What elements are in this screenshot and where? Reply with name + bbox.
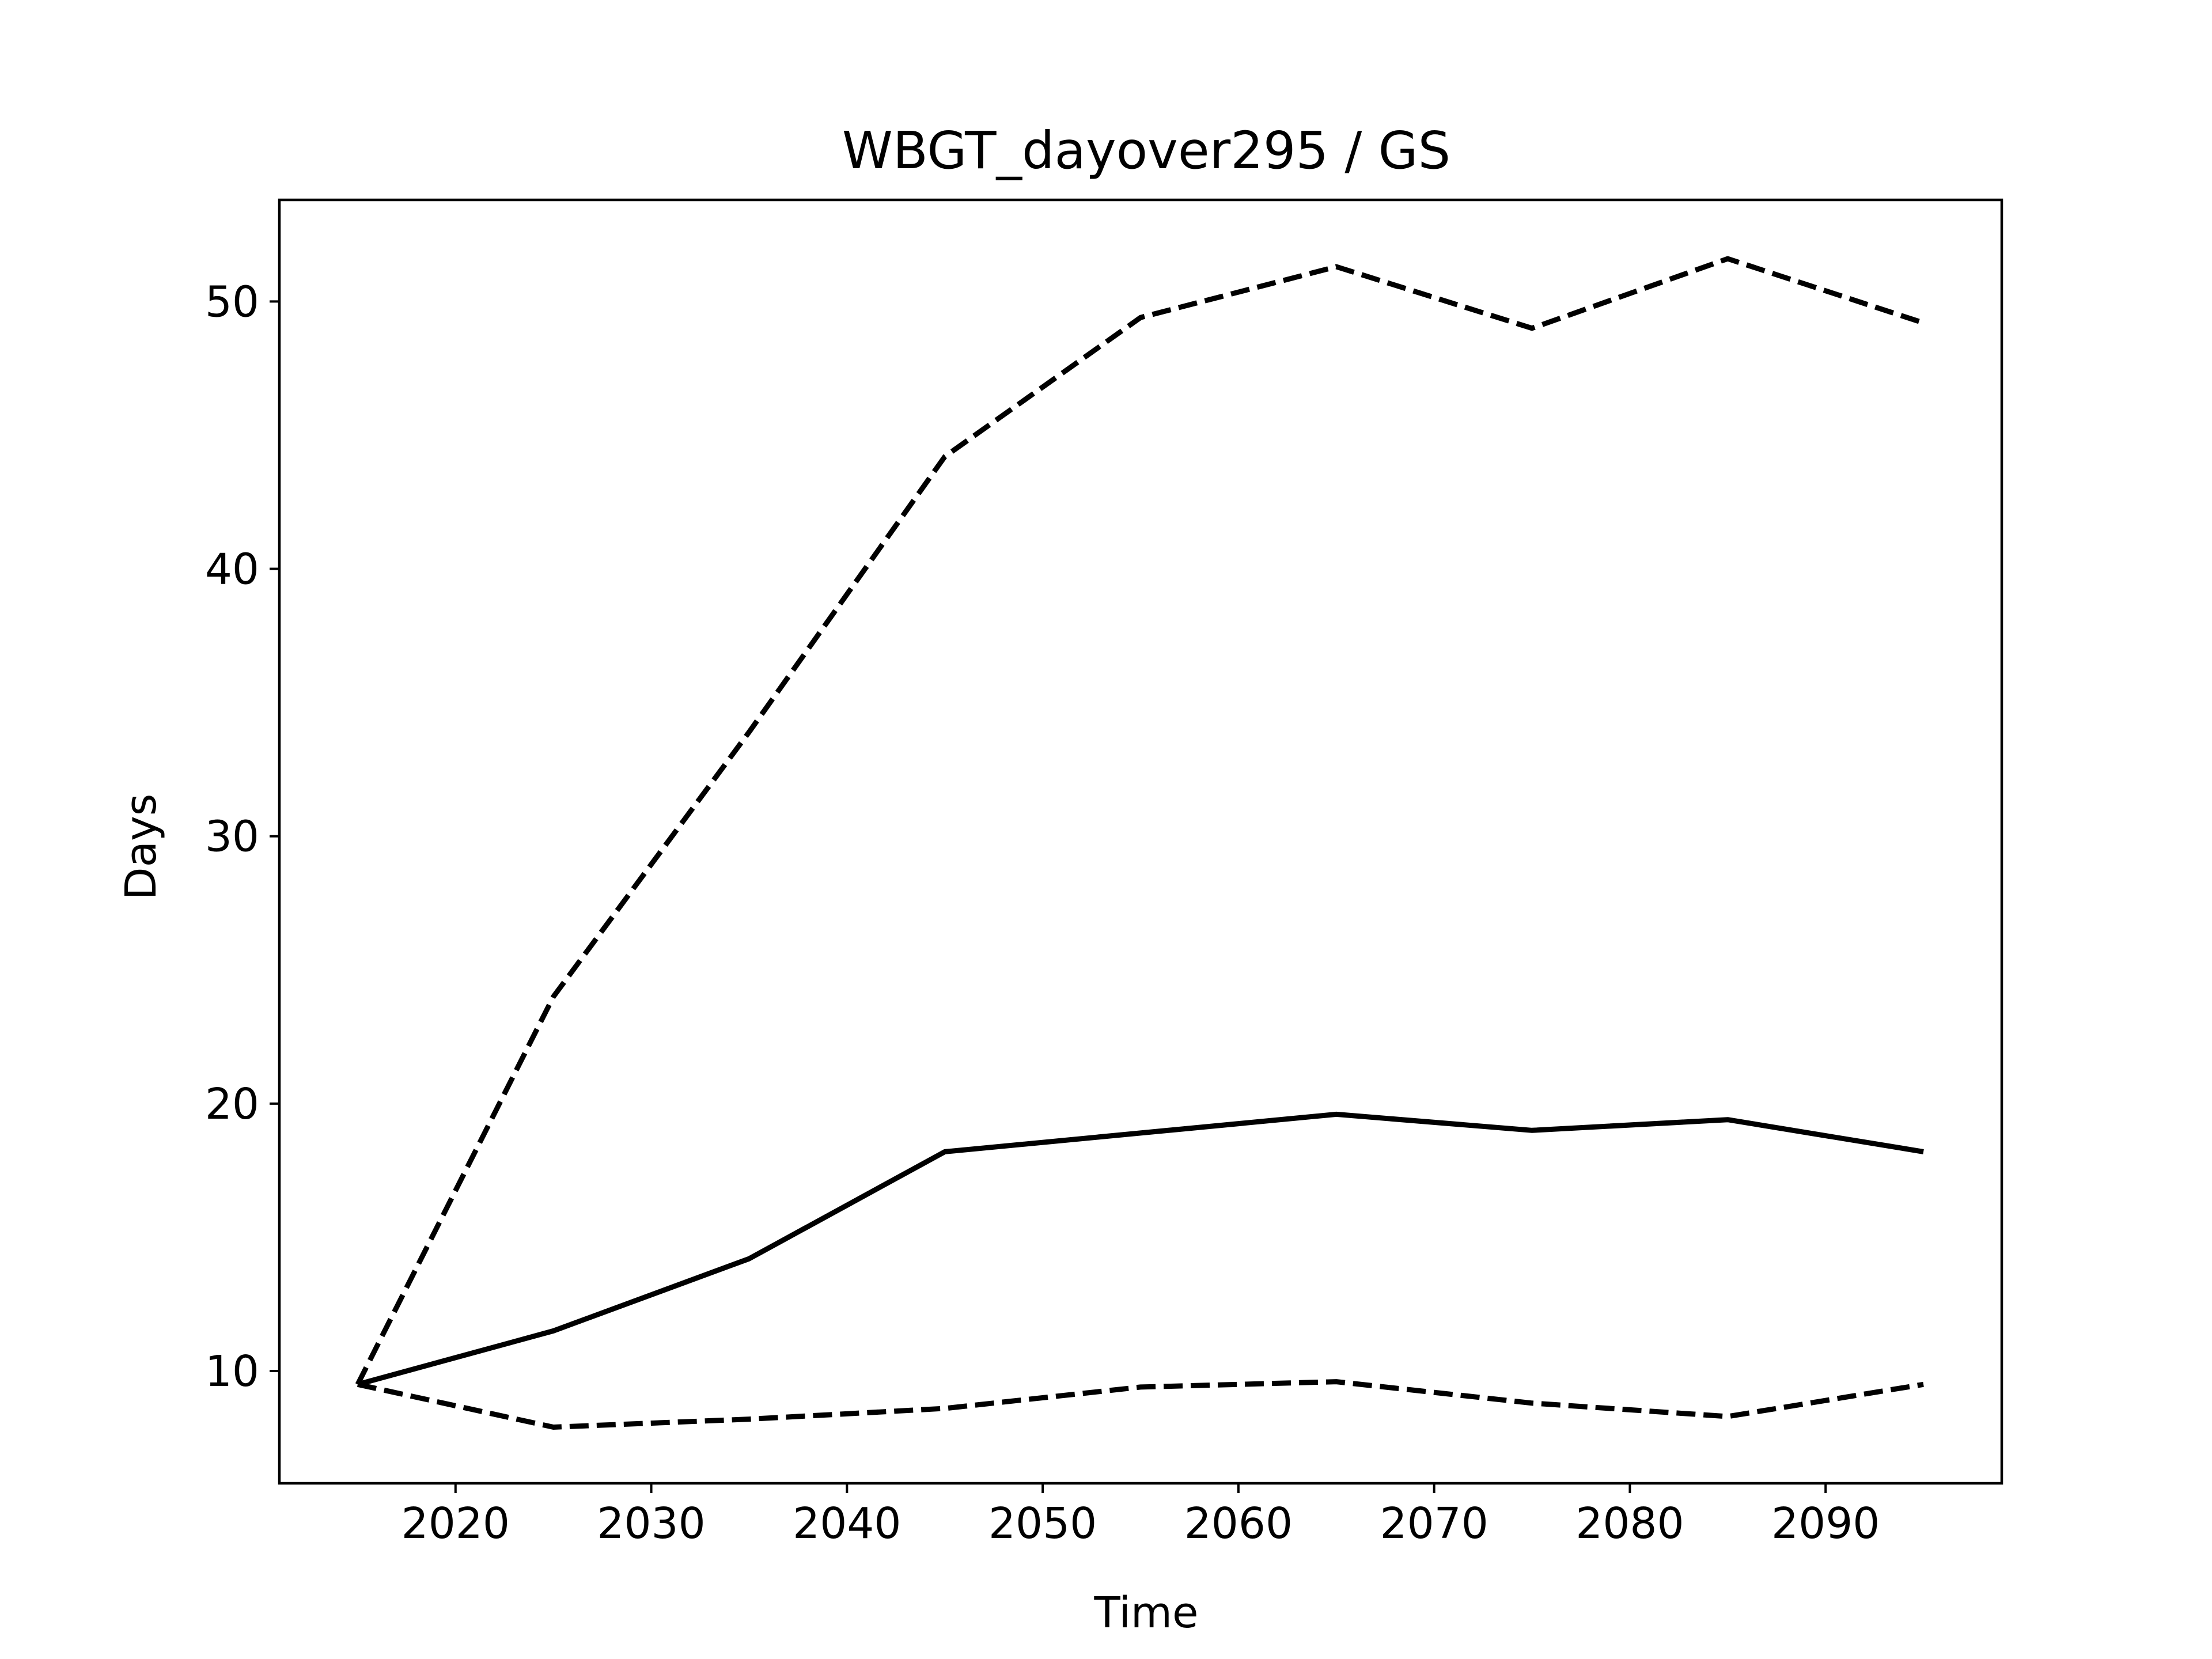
x-tick-label: 2090 xyxy=(1771,1499,1880,1548)
y-tick-label: 20 xyxy=(205,1080,259,1129)
plot-area xyxy=(355,256,1925,1430)
x-tick-label: 2060 xyxy=(1184,1499,1293,1548)
x-tick-label: 2080 xyxy=(1575,1499,1684,1548)
x-tick-label: 2070 xyxy=(1380,1499,1488,1548)
x-tick-label: 2020 xyxy=(402,1499,510,1548)
series-line-2 xyxy=(357,1111,1924,1387)
series-line-3 xyxy=(357,1379,1924,1430)
y-tick-label: 10 xyxy=(205,1347,259,1396)
plot-frame xyxy=(278,198,2003,1485)
series-line-1 xyxy=(355,256,1925,1386)
x-tick-label: 2050 xyxy=(988,1499,1097,1548)
x-axis-label: Time xyxy=(1093,1588,1198,1638)
x-tick-label: 2030 xyxy=(597,1499,705,1548)
y-tick-label: 40 xyxy=(205,545,259,594)
x-tick-label: 2040 xyxy=(793,1499,901,1548)
y-tick-label: 50 xyxy=(205,277,259,327)
chart-title: WBGT_dayover295 / GS xyxy=(842,120,1450,180)
y-axis-label: Days xyxy=(116,794,166,900)
y-tick-label: 30 xyxy=(205,812,259,862)
